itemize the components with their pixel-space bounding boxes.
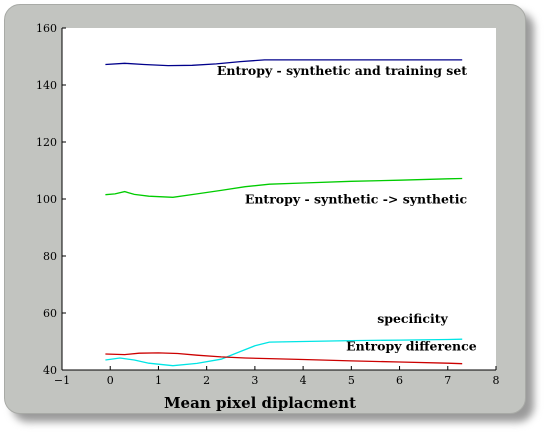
series-annotation: Entropy - synthetic -> synthetic <box>245 191 468 206</box>
axes-layer: −1 0 1 2 3 4 5 6 7 8 40 60 80 100 120 140 160 <box>36 22 500 387</box>
series-annotation: Entropy - synthetic and training set <box>217 63 467 78</box>
x-tick-label: 8 <box>493 374 500 387</box>
series-line-3 <box>105 338 463 367</box>
y-tick-label: 120 <box>36 136 57 149</box>
series-line-1 <box>105 59 463 67</box>
x-axis-label: Mean pixel diplacment <box>164 394 356 412</box>
plot-area <box>62 28 496 370</box>
series-annotation: Entropy difference <box>346 339 477 354</box>
x-tick-label: 4 <box>300 374 307 387</box>
x-tick-label: 1 <box>155 374 162 387</box>
y-tick-label: 80 <box>43 250 57 263</box>
x-tick-label: 7 <box>444 374 451 387</box>
series-line-4 <box>105 352 463 365</box>
x-tick-label: 3 <box>251 374 258 387</box>
x-tick-label: 6 <box>396 374 403 387</box>
x-tick-label: 2 <box>203 374 210 387</box>
series-layer <box>105 59 463 367</box>
series-line-2 <box>105 177 463 198</box>
x-tick-label: 5 <box>348 374 355 387</box>
y-tick-label: 140 <box>36 79 57 92</box>
x-tick-label: 0 <box>107 374 114 387</box>
y-tick-label: 100 <box>36 193 57 206</box>
x-tick-label: −1 <box>54 374 70 387</box>
annotation-layer: Entropy - synthetic and training set Entr… <box>217 63 477 354</box>
y-tick-label: 160 <box>36 22 57 35</box>
series-annotation: specificity <box>377 311 448 326</box>
y-tick-label: 60 <box>43 307 57 320</box>
y-tick-label: 40 <box>43 364 57 377</box>
